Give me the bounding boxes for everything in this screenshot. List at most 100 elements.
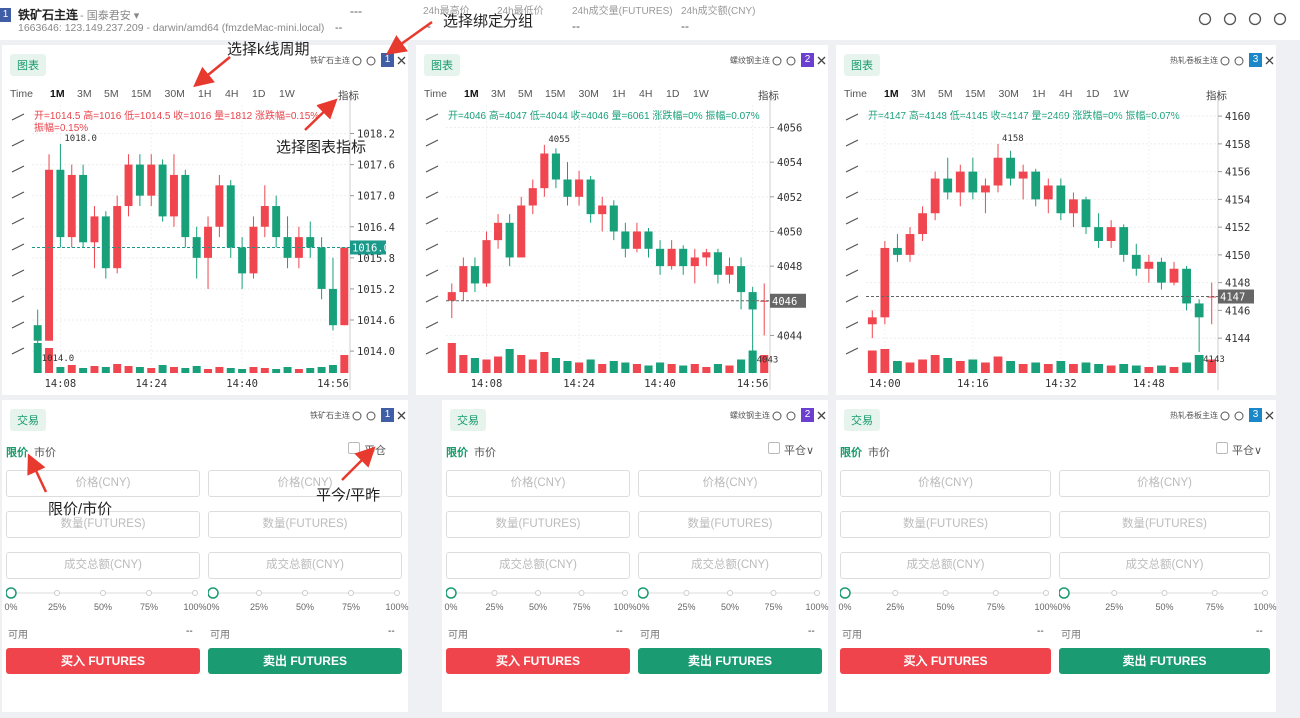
close-label[interactable]: 平仓	[364, 445, 386, 457]
period-option[interactable]: 5M	[518, 88, 533, 100]
period-option[interactable]: 1D	[666, 88, 680, 100]
input-field[interactable]: 价格(CNY)	[840, 470, 1051, 497]
period-option[interactable]: Time	[424, 88, 447, 100]
group-select[interactable]: 1	[381, 408, 394, 422]
tab[interactable]: 图表	[844, 54, 880, 76]
input-field[interactable]: 价格(CNY)	[638, 470, 822, 497]
tab[interactable]: 交易	[10, 409, 46, 431]
input-field[interactable]: 成交总额(CNY)	[208, 552, 402, 579]
input-field[interactable]: 数量(FUTURES)	[638, 511, 822, 538]
input-field[interactable]: 价格(CNY)	[446, 470, 630, 497]
volume-bar	[690, 364, 699, 373]
period-option[interactable]: 1H	[612, 88, 626, 100]
period-option[interactable]: 1D	[252, 88, 266, 100]
indicator-button[interactable]: 指标	[758, 90, 779, 102]
order-type[interactable]: 市价	[868, 447, 890, 459]
order-button[interactable]: 买入 FUTURES	[446, 648, 630, 674]
input-field[interactable]: 价格(CNY)	[208, 470, 402, 497]
close-checkbox[interactable]	[348, 442, 360, 454]
refresh-icon	[1220, 56, 1230, 66]
volume-bar	[1106, 365, 1116, 373]
group-select[interactable]: 3	[1249, 53, 1262, 67]
close-checkbox[interactable]	[768, 442, 780, 454]
input-field[interactable]: 成交总额(CNY)	[6, 552, 200, 579]
period-option[interactable]: 1W	[693, 88, 709, 100]
period-option[interactable]: 3M	[911, 88, 926, 100]
input-field[interactable]: 成交总额(CNY)	[1059, 552, 1270, 579]
period-option[interactable]: 1H	[1032, 88, 1046, 100]
input-field[interactable]: 成交总额(CNY)	[446, 552, 630, 579]
period-option[interactable]: 1D	[1086, 88, 1100, 100]
close-checkbox[interactable]	[1216, 442, 1228, 454]
period-option[interactable]: 30M	[578, 88, 599, 100]
period-option[interactable]: 1H	[198, 88, 212, 100]
input-field[interactable]: 数量(FUTURES)	[6, 511, 200, 538]
y-tick-label: 1017.0	[357, 191, 395, 203]
order-type[interactable]: 限价	[6, 447, 28, 459]
period-option[interactable]: 15M	[965, 88, 986, 100]
candle-body	[1081, 199, 1091, 228]
indicator-button[interactable]: 指标	[1206, 90, 1227, 102]
settings-icon	[1234, 56, 1244, 66]
candle-body	[867, 317, 877, 325]
period-option[interactable]: 30M	[998, 88, 1019, 100]
period-option[interactable]: 1M	[50, 88, 65, 100]
order-type[interactable]: 限价	[446, 447, 468, 459]
tab[interactable]: 图表	[10, 54, 46, 76]
input-field[interactable]: 成交总额(CNY)	[638, 552, 822, 579]
period-option[interactable]: 15M	[545, 88, 566, 100]
volume-bar	[930, 355, 940, 373]
period-option[interactable]: 30M	[164, 88, 185, 100]
period-option[interactable]: 15M	[131, 88, 152, 100]
canvas-layer	[638, 587, 820, 599]
group-select[interactable]: 2	[801, 53, 814, 67]
candle-body	[1106, 227, 1116, 241]
order-type[interactable]: 市价	[474, 447, 496, 459]
period-option[interactable]: Time	[844, 88, 867, 100]
period-option[interactable]: 3M	[77, 88, 92, 100]
tab[interactable]: 交易	[844, 409, 880, 431]
settings-icon	[786, 411, 796, 421]
period-option[interactable]: 1W	[279, 88, 295, 100]
order-type[interactable]: 市价	[34, 447, 56, 459]
candle-body	[1119, 227, 1129, 255]
volume-bar	[943, 358, 953, 373]
order-button[interactable]: 卖出 FUTURES	[1059, 648, 1270, 674]
period-option[interactable]: 4H	[225, 88, 239, 100]
tab[interactable]: 交易	[450, 409, 486, 431]
order-type[interactable]: 限价	[840, 447, 862, 459]
candle-body	[192, 237, 201, 258]
input-field[interactable]: 价格(CNY)	[1059, 470, 1270, 497]
slider-step	[208, 587, 219, 599]
period-option[interactable]: 4H	[639, 88, 653, 100]
stat-value: --	[572, 19, 580, 33]
input-field[interactable]: 数量(FUTURES)	[446, 511, 630, 538]
indicator-button[interactable]: 指标	[338, 90, 359, 102]
close-label[interactable]: 平仓∨	[784, 445, 815, 457]
period-option[interactable]: 4H	[1059, 88, 1073, 100]
order-button[interactable]: 卖出 FUTURES	[638, 648, 822, 674]
candle-body	[1169, 268, 1179, 283]
period-option[interactable]: 3M	[491, 88, 506, 100]
period-option[interactable]: 5M	[938, 88, 953, 100]
period-option[interactable]: 1M	[884, 88, 899, 100]
draw-tool-icon	[425, 243, 439, 251]
input-field[interactable]: 数量(FUTURES)	[1059, 511, 1270, 538]
order-button[interactable]: 买入 FUTURES	[6, 648, 200, 674]
period-option[interactable]: 1W	[1113, 88, 1129, 100]
group-select[interactable]: 3	[1249, 408, 1262, 422]
group-select[interactable]: 2	[801, 408, 814, 422]
input-field[interactable]: 数量(FUTURES)	[840, 511, 1051, 538]
input-field[interactable]: 价格(CNY)	[6, 470, 200, 497]
slider-step	[1043, 590, 1049, 596]
tab[interactable]: 图表	[424, 54, 460, 76]
input-field[interactable]: 数量(FUTURES)	[208, 511, 402, 538]
period-option[interactable]: 5M	[104, 88, 119, 100]
order-button[interactable]: 卖出 FUTURES	[208, 648, 402, 674]
period-option[interactable]: Time	[10, 88, 33, 100]
close-label[interactable]: 平仓∨	[1232, 445, 1263, 457]
order-button[interactable]: 买入 FUTURES	[840, 648, 1051, 674]
input-field[interactable]: 成交总额(CNY)	[840, 552, 1051, 579]
period-option[interactable]: 1M	[464, 88, 479, 100]
group-select[interactable]: 1	[381, 53, 394, 67]
